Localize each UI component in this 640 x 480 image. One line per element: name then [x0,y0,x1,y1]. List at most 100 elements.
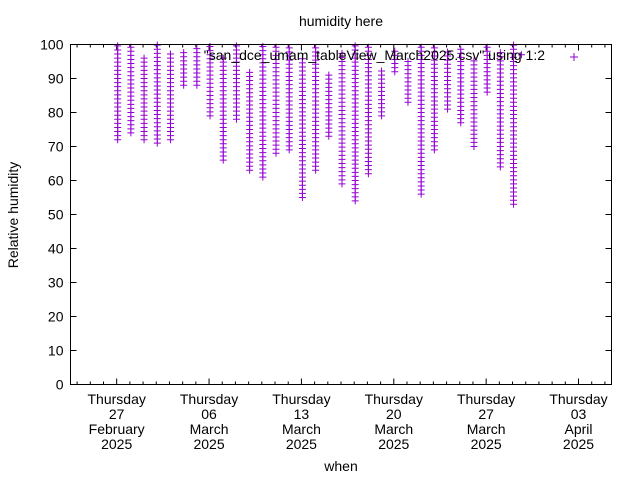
x-tick-label-line: 20 [386,406,402,422]
data-point [140,54,148,62]
x-tick-label: Thursday 06 March 2025 [180,391,238,452]
x-tick-label-line: Thursday [88,391,146,407]
data-point [246,68,254,76]
data-column [483,43,491,96]
data-point [166,50,174,58]
data-column [166,50,174,144]
data-point [378,67,386,75]
data-column [351,42,359,205]
data-point [219,54,227,62]
x-tick-label-line: 2025 [471,436,502,452]
data-point [312,44,320,52]
x-tick-label-line: 2025 [563,436,594,452]
data-point [470,57,478,65]
y-axis-label: Relative humidity [5,162,21,269]
data-point [351,42,359,50]
data-column [417,43,425,198]
data-column [298,55,306,201]
data-point [325,71,333,79]
data-column [193,45,201,89]
x-tick-label-line: 13 [294,406,310,422]
data-column [232,42,240,123]
legend-label: "san_dce_umam_tableView_March2025.csv" u… [204,47,545,63]
data-point [338,49,346,57]
x-tick-label-line: 2025 [101,436,132,452]
data-point [404,58,412,65]
data-column [180,49,188,89]
data-point [457,45,465,53]
x-tick-label-line: April [565,421,593,437]
x-tick-label-line: Thursday [180,391,238,407]
x-tick-label-line: 2025 [193,436,224,452]
data-point [153,41,161,49]
x-tick-label-line: 2025 [286,436,317,452]
data-point [232,42,240,50]
x-tick-label-line: Thursday [457,391,515,407]
data-column [114,42,122,144]
data-column [206,43,214,120]
data-point [444,48,452,56]
data-column [517,51,525,59]
data-column [470,57,478,150]
x-tick-label: Thursday 20 March 2025 [365,391,423,452]
data-column [285,44,293,154]
data-point [510,41,518,49]
x-tick-label: Thursday 27 February 2025 [88,391,146,452]
y-tick-label: 10 [48,343,64,359]
data-point [496,49,504,57]
x-tick-label-line: March [282,421,321,437]
data-point [285,44,293,52]
y-tick-label: 80 [48,105,64,121]
x-tick-label-line: 03 [571,406,587,422]
data-column [338,49,346,188]
data-column [378,67,386,120]
y-tick-label: 40 [48,241,64,257]
y-tick-label: 0 [56,377,64,393]
data-column [496,49,504,171]
y-tick-label: 50 [48,207,64,223]
y-tick-label: 90 [48,71,64,87]
data-point [114,42,122,50]
data-column [153,41,161,147]
data-column [219,54,227,164]
data-column [140,54,148,144]
y-tick-label: 100 [40,37,64,53]
data-column [444,48,452,113]
data-column [312,44,320,174]
data-column [391,47,399,76]
data-column [404,58,412,106]
x-tick-label-line: 27 [109,406,125,422]
x-tick-label-line: 06 [201,406,217,422]
y-tick-label: 60 [48,173,64,189]
data-point [298,55,306,63]
x-tick-label-line: March [190,421,229,437]
data-column [246,68,254,174]
data-column [457,45,465,127]
x-tick-label: Thursday 13 March 2025 [272,391,330,452]
x-tick-label: Thursday 03 April 2025 [549,391,607,452]
x-tick-label-line: March [374,421,413,437]
data-point [180,49,188,57]
x-tick-label-line: 2025 [378,436,409,452]
data-column [510,41,518,208]
legend-marker [570,53,578,61]
data-column [127,43,135,137]
data-column [364,43,372,178]
x-tick-label-line: February [89,421,145,437]
data-column [272,43,280,157]
x-tick-label: Thursday 27 March 2025 [457,391,515,452]
data-point [430,44,438,52]
x-tick-label-line: Thursday [272,391,330,407]
data-point [193,45,201,53]
x-tick-label-line: 27 [478,406,494,422]
data-column [430,44,438,154]
plot-border [70,44,612,385]
chart-title: humidity here [299,13,383,29]
x-tick-label-line: Thursday [365,391,423,407]
y-tick-label: 70 [48,139,64,155]
x-tick-label-line: Thursday [549,391,607,407]
y-tick-label: 20 [48,309,64,325]
data-point [517,51,525,59]
data-point [391,47,399,55]
